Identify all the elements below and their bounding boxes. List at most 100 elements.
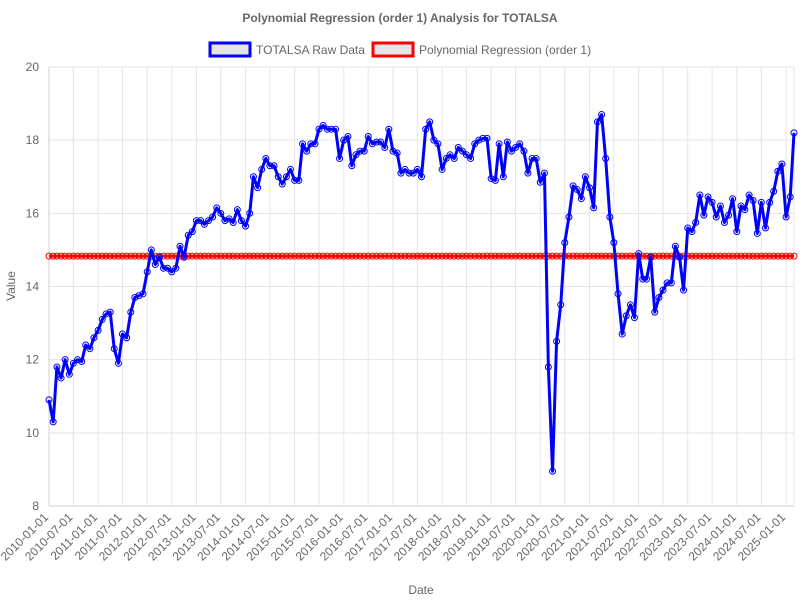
raw-data-point bbox=[262, 154, 270, 162]
regression-point bbox=[348, 252, 356, 260]
raw-data-point bbox=[544, 363, 552, 371]
raw-data-point bbox=[274, 173, 282, 181]
y-tick-label: 16 bbox=[26, 206, 40, 220]
raw-data-point bbox=[507, 147, 515, 155]
raw-data-point bbox=[352, 151, 360, 159]
regression-point bbox=[385, 252, 393, 260]
regression-point bbox=[74, 252, 82, 260]
legend-item-raw[interactable]: TOTALSA Raw Data bbox=[208, 41, 365, 58]
regression-point bbox=[200, 252, 208, 260]
raw-data-point bbox=[462, 151, 470, 159]
raw-data-point bbox=[209, 213, 217, 221]
regression-point bbox=[487, 252, 495, 260]
legend-item-regression[interactable]: Polynomial Regression (order 1) bbox=[371, 41, 591, 58]
grid bbox=[48, 66, 795, 507]
legend: TOTALSA Raw Data Polynomial Regression (… bbox=[208, 41, 591, 58]
regression-point bbox=[168, 252, 176, 260]
raw-data-point bbox=[282, 173, 290, 181]
regression-point bbox=[729, 252, 737, 260]
regression-point bbox=[45, 252, 53, 260]
raw-data-point bbox=[774, 167, 782, 175]
raw-data-point bbox=[118, 330, 126, 338]
regression-point bbox=[442, 252, 450, 260]
raw-data-point bbox=[319, 122, 327, 130]
regression-point bbox=[65, 252, 73, 260]
regression-point bbox=[364, 252, 372, 260]
regression-point bbox=[778, 252, 786, 260]
raw-data-point bbox=[205, 217, 213, 225]
raw-data-point bbox=[114, 359, 122, 367]
raw-data-point bbox=[786, 193, 794, 201]
regression-point bbox=[720, 252, 728, 260]
raw-data-point bbox=[200, 220, 208, 228]
regression-point bbox=[352, 252, 360, 260]
raw-data-point bbox=[553, 337, 561, 345]
regression-point bbox=[577, 252, 585, 260]
raw-data-point bbox=[176, 242, 184, 250]
raw-data-point bbox=[495, 140, 503, 148]
raw-data-point bbox=[512, 143, 520, 151]
raw-data-point bbox=[716, 202, 724, 210]
raw-data-point bbox=[286, 165, 294, 173]
regression-point bbox=[368, 252, 376, 260]
raw-data-point bbox=[704, 193, 712, 201]
regression-point bbox=[458, 252, 466, 260]
regression-point bbox=[413, 252, 421, 260]
regression-point bbox=[503, 252, 511, 260]
raw-data-point bbox=[720, 218, 728, 226]
raw-data-point bbox=[213, 204, 221, 212]
raw-data-point bbox=[192, 217, 200, 225]
regression-point bbox=[536, 252, 544, 260]
regression-point bbox=[393, 252, 401, 260]
regression-point bbox=[454, 252, 462, 260]
regression-point bbox=[225, 252, 233, 260]
regression-point bbox=[397, 252, 405, 260]
raw-data-point bbox=[446, 151, 454, 159]
raw-data-point bbox=[393, 149, 401, 157]
regression-point bbox=[221, 252, 229, 260]
regression-point bbox=[700, 252, 708, 260]
regression-point bbox=[323, 252, 331, 260]
regression-point bbox=[479, 252, 487, 260]
raw-data-point bbox=[442, 154, 450, 162]
regression-point bbox=[606, 252, 614, 260]
regression-point bbox=[315, 252, 323, 260]
raw-data-point bbox=[614, 290, 622, 298]
regression-point bbox=[782, 252, 790, 260]
raw-data-point bbox=[590, 204, 598, 212]
raw-data-point bbox=[536, 178, 544, 186]
raw-data-point bbox=[593, 118, 601, 126]
regression-point bbox=[319, 252, 327, 260]
raw-data-point bbox=[332, 125, 340, 133]
raw-data-point bbox=[680, 286, 688, 294]
raw-data-point bbox=[82, 341, 90, 349]
regression-point bbox=[733, 252, 741, 260]
raw-data-point bbox=[757, 198, 765, 206]
regression-point bbox=[499, 252, 507, 260]
regression-point bbox=[258, 252, 266, 260]
raw-data-point bbox=[295, 176, 303, 184]
raw-data-point bbox=[225, 215, 233, 223]
regression-point bbox=[524, 252, 532, 260]
raw-data-point bbox=[86, 345, 94, 353]
regression-point bbox=[618, 252, 626, 260]
regression-point bbox=[381, 252, 389, 260]
regression-point bbox=[471, 252, 479, 260]
regression-point bbox=[327, 252, 335, 260]
regression-point bbox=[643, 252, 651, 260]
raw-data-point bbox=[98, 315, 106, 323]
regression-point bbox=[409, 252, 417, 260]
raw-data-point bbox=[123, 334, 131, 342]
regression-point bbox=[135, 252, 143, 260]
regression-point bbox=[192, 252, 200, 260]
regression-point bbox=[291, 252, 299, 260]
raw-data-point bbox=[561, 239, 569, 247]
regression-point bbox=[266, 252, 274, 260]
raw-data-point bbox=[630, 314, 638, 322]
regression-point bbox=[377, 252, 385, 260]
raw-data-point bbox=[569, 182, 577, 190]
regression-point bbox=[712, 252, 720, 260]
regression-point bbox=[131, 252, 139, 260]
regression-point bbox=[237, 252, 245, 260]
regression-point bbox=[418, 252, 425, 260]
